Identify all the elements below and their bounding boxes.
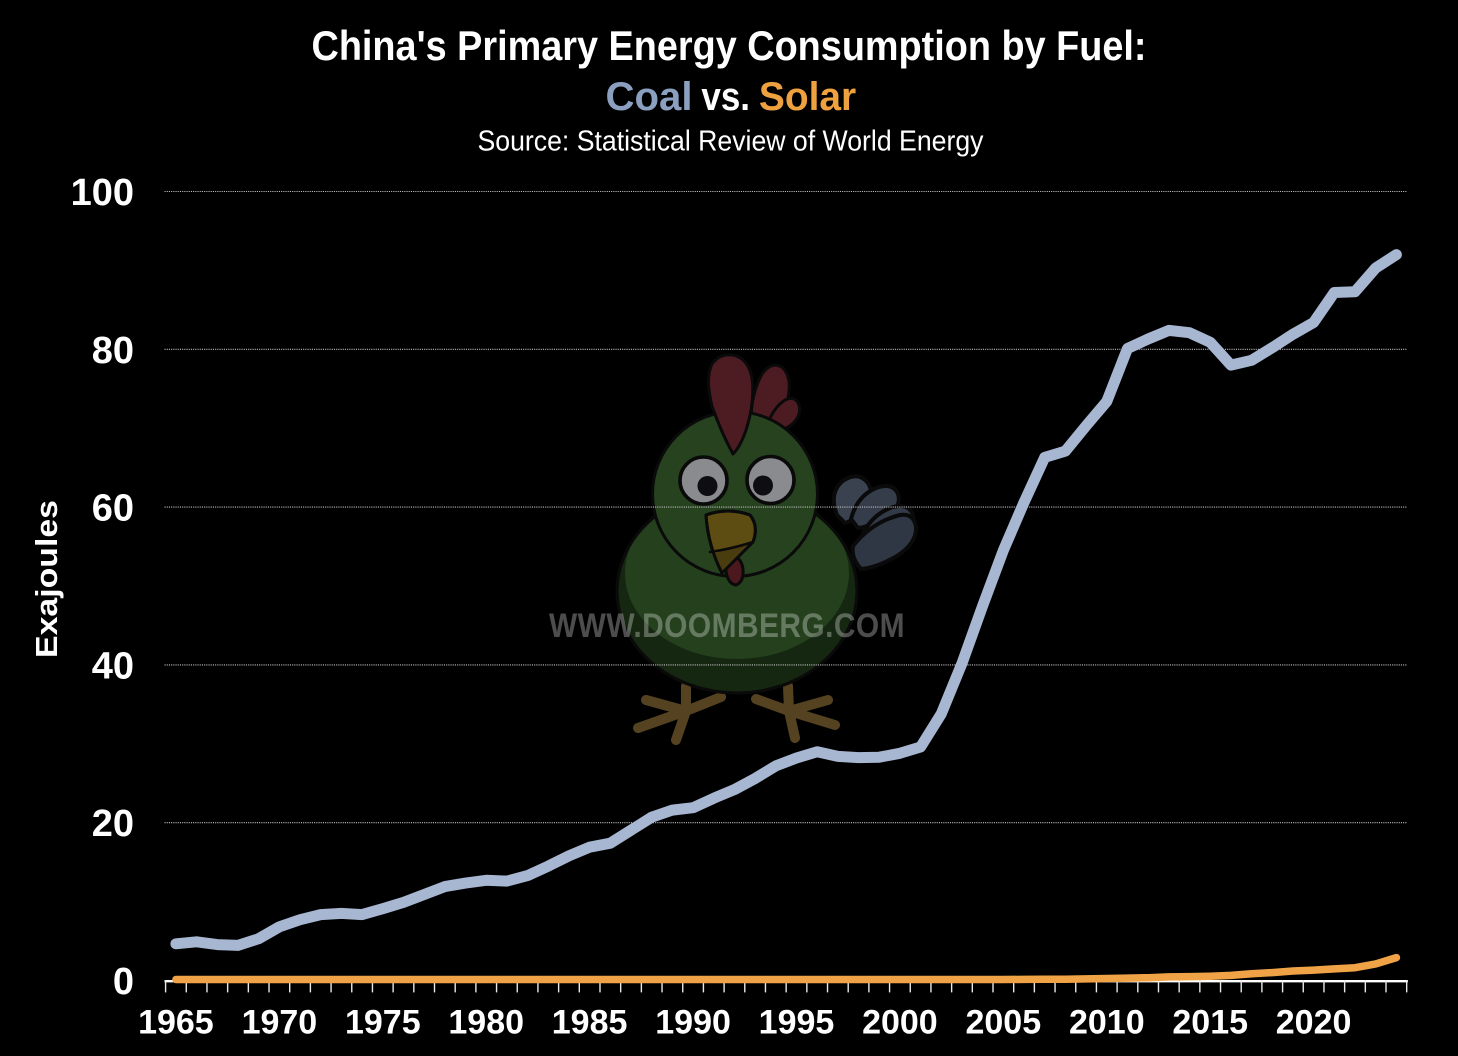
svg-text:Solar: Solar — [759, 75, 856, 119]
svg-text:2005: 2005 — [965, 1004, 1041, 1042]
svg-text:80: 80 — [92, 330, 134, 372]
svg-text:100: 100 — [71, 172, 134, 214]
svg-text:1995: 1995 — [759, 1004, 835, 1042]
svg-text:China's Primary Energy Consump: China's Primary Energy Consumption by Fu… — [312, 22, 1147, 69]
svg-text:Exajoules: Exajoules — [29, 500, 64, 658]
svg-text:1965: 1965 — [138, 1004, 214, 1042]
svg-text:2020: 2020 — [1276, 1004, 1352, 1042]
svg-text:2000: 2000 — [862, 1004, 938, 1042]
svg-text:vs.: vs. — [701, 75, 750, 119]
svg-text:40: 40 — [92, 645, 134, 687]
svg-text:20: 20 — [92, 803, 134, 845]
svg-text:1980: 1980 — [448, 1004, 524, 1042]
svg-text:60: 60 — [92, 488, 134, 530]
svg-text:2010: 2010 — [1069, 1004, 1145, 1042]
svg-text:WWW.DOOMBERG.COM: WWW.DOOMBERG.COM — [549, 607, 905, 645]
svg-text:Source: Statistical Review of: Source: Statistical Review of World Ener… — [478, 126, 984, 158]
svg-text:1990: 1990 — [655, 1004, 731, 1042]
svg-text:2015: 2015 — [1172, 1004, 1248, 1042]
svg-text:1975: 1975 — [345, 1004, 421, 1042]
svg-text:0: 0 — [113, 961, 134, 1003]
svg-text:1985: 1985 — [552, 1004, 628, 1042]
svg-text:1970: 1970 — [242, 1004, 318, 1042]
svg-text:Coal: Coal — [606, 75, 693, 119]
